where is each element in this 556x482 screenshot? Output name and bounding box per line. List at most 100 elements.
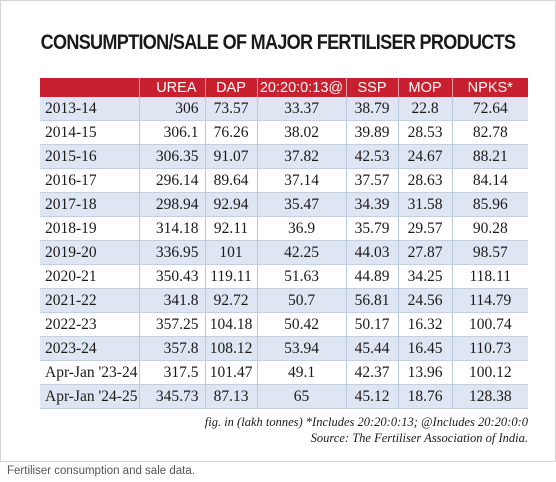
cell-year: 2023-24 xyxy=(40,336,139,361)
cell-dap: 92.72 xyxy=(204,288,257,313)
cell-mop: 28.63 xyxy=(397,168,452,193)
cell-dap: 104.18 xyxy=(204,312,257,337)
table-row: Apr-Jan '24-25 345.73 87.13 65 45.12 18.76 128… xyxy=(40,384,528,409)
cell-urea: 357.8 xyxy=(138,336,205,361)
cell-20-20-0-13: 33.37 xyxy=(256,97,346,121)
cell-mop: 13.96 xyxy=(397,360,452,385)
cell-20-20-0-13: 50.42 xyxy=(256,312,346,337)
cell-urea: 336.95 xyxy=(138,240,205,265)
footnote: fig. in (lakh tonnes) *Includes 20:20:0:… xyxy=(204,415,528,429)
cell-20-20-0-13: 49.1 xyxy=(256,360,346,385)
cell-npks: 90.28 xyxy=(451,216,528,241)
cell-dap: 76.26 xyxy=(204,120,257,145)
cell-ssp: 44.89 xyxy=(345,264,398,289)
cell-dap: 108.12 xyxy=(204,336,257,361)
cell-urea: 341.8 xyxy=(138,288,205,313)
table-row: 2015-16 306.35 91.07 37.82 42.53 24.67 88.21 xyxy=(40,144,528,169)
cell-year: 2020-21 xyxy=(40,264,139,289)
cell-20-20-0-13: 36.9 xyxy=(256,216,346,241)
cell-year: 2021-22 xyxy=(40,288,139,313)
cell-urea: 306.1 xyxy=(138,120,205,145)
cell-ssp: 50.17 xyxy=(345,312,398,337)
cell-20-20-0-13: 51.63 xyxy=(256,264,346,289)
cell-npks: 98.57 xyxy=(451,240,528,265)
cell-npks: 88.21 xyxy=(451,144,528,169)
source-line: Source: The Fertiliser Association of In… xyxy=(310,431,528,445)
cell-dap: 87.13 xyxy=(204,384,257,409)
table-row: Apr-Jan '23-24 317.5 101.47 49.1 42.37 13.96 1… xyxy=(40,360,528,385)
header-year xyxy=(40,78,139,97)
cell-dap: 92.11 xyxy=(204,216,257,241)
cell-dap: 101 xyxy=(204,240,257,265)
cell-npks: 72.64 xyxy=(451,97,528,121)
cell-mop: 29.57 xyxy=(397,216,452,241)
cell-dap: 89.64 xyxy=(204,168,257,193)
cell-dap: 119.11 xyxy=(204,264,257,289)
cell-ssp: 37.57 xyxy=(345,168,398,193)
cell-ssp: 35.79 xyxy=(345,216,398,241)
cell-mop: 16.45 xyxy=(397,336,452,361)
cell-year: 2014-15 xyxy=(40,120,139,145)
cell-mop: 24.56 xyxy=(397,288,452,313)
cell-ssp: 45.12 xyxy=(345,384,398,409)
table-row: 2021-22 341.8 92.72 50.7 56.81 24.56 114.79 xyxy=(40,288,528,313)
cell-20-20-0-13: 35.47 xyxy=(256,192,346,217)
cell-20-20-0-13: 53.94 xyxy=(256,336,346,361)
cell-npks: 85.96 xyxy=(451,192,528,217)
cell-npks: 100.12 xyxy=(451,360,528,385)
cell-urea: 357.25 xyxy=(138,312,205,337)
cell-dap: 101.47 xyxy=(204,360,257,385)
cell-20-20-0-13: 42.25 xyxy=(256,240,346,265)
cell-20-20-0-13: 37.14 xyxy=(256,168,346,193)
fertiliser-table: UREA DAP 20:20:0:13@ SSP MOP NPKS* 2013-… xyxy=(40,78,528,409)
table-row: 2020-21 350.43 119.11 51.63 44.89 34.25 118.11 xyxy=(40,264,528,289)
cell-mop: 24.67 xyxy=(397,144,452,169)
figure-title: CONSUMPTION/SALE OF MAJOR FERTILISER PRO… xyxy=(40,31,516,54)
cell-urea: 317.5 xyxy=(138,360,205,385)
cell-ssp: 56.81 xyxy=(345,288,398,313)
cell-ssp: 42.37 xyxy=(345,360,398,385)
cell-year: Apr-Jan '24-25 xyxy=(40,384,139,409)
cell-20-20-0-13: 38.02 xyxy=(256,120,346,145)
table-notes: fig. in (lakh tonnes) *Includes 20:20:0:… xyxy=(205,414,528,446)
cell-ssp: 38.79 xyxy=(345,97,398,121)
cell-year: 2018-19 xyxy=(40,216,139,241)
cell-20-20-0-13: 37.82 xyxy=(256,144,346,169)
table-row: 2017-18 298.94 92.94 35.47 34.39 31.58 85.96 xyxy=(40,192,528,217)
cell-urea: 298.94 xyxy=(138,192,205,217)
cell-year: 2022-23 xyxy=(40,312,139,337)
cell-urea: 314.18 xyxy=(138,216,205,241)
header-mop: MOP xyxy=(397,78,452,97)
table-row: 2019-20 336.95 101 42.25 44.03 27.87 98.57 xyxy=(40,240,528,265)
cell-npks: 118.11 xyxy=(451,264,528,289)
table-row: 2016-17 296.14 89.64 37.14 37.57 28.63 84.14 xyxy=(40,168,528,193)
cell-mop: 22.8 xyxy=(397,97,452,121)
cell-ssp: 34.39 xyxy=(345,192,398,217)
header-urea: UREA xyxy=(138,78,205,97)
cell-mop: 31.58 xyxy=(397,192,452,217)
table-row: 2023-24 357.8 108.12 53.94 45.44 16.45 110.73 xyxy=(40,336,528,361)
cell-year: 2015-16 xyxy=(40,144,139,169)
cell-20-20-0-13: 65 xyxy=(256,384,346,409)
cell-npks: 110.73 xyxy=(451,336,528,361)
cell-mop: 28.53 xyxy=(397,120,452,145)
cell-mop: 27.87 xyxy=(397,240,452,265)
cell-year: Apr-Jan '23-24 xyxy=(40,360,139,385)
header-20-20-0-13: 20:20:0:13@ xyxy=(256,78,346,97)
cell-ssp: 39.89 xyxy=(345,120,398,145)
table-row: 2013-14 306 73.57 33.37 38.79 22.8 72.64 xyxy=(40,97,528,121)
cell-npks: 114.79 xyxy=(451,288,528,313)
cell-dap: 92.94 xyxy=(204,192,257,217)
cell-urea: 306.35 xyxy=(138,144,205,169)
cell-npks: 128.38 xyxy=(451,384,528,409)
header-ssp: SSP xyxy=(345,78,398,97)
cell-npks: 84.14 xyxy=(451,168,528,193)
cell-mop: 18.76 xyxy=(397,384,452,409)
cell-urea: 306 xyxy=(138,97,205,121)
cell-20-20-0-13: 50.7 xyxy=(256,288,346,313)
table-body: 2013-14 306 73.57 33.37 38.79 22.8 72.64 2014-1… xyxy=(40,97,528,409)
cell-urea: 296.14 xyxy=(138,168,205,193)
figure-frame: CONSUMPTION/SALE OF MAJOR FERTILISER PRO… xyxy=(0,0,556,462)
cell-ssp: 44.03 xyxy=(345,240,398,265)
table-row: 2018-19 314.18 92.11 36.9 35.79 29.57 90.28 xyxy=(40,216,528,241)
